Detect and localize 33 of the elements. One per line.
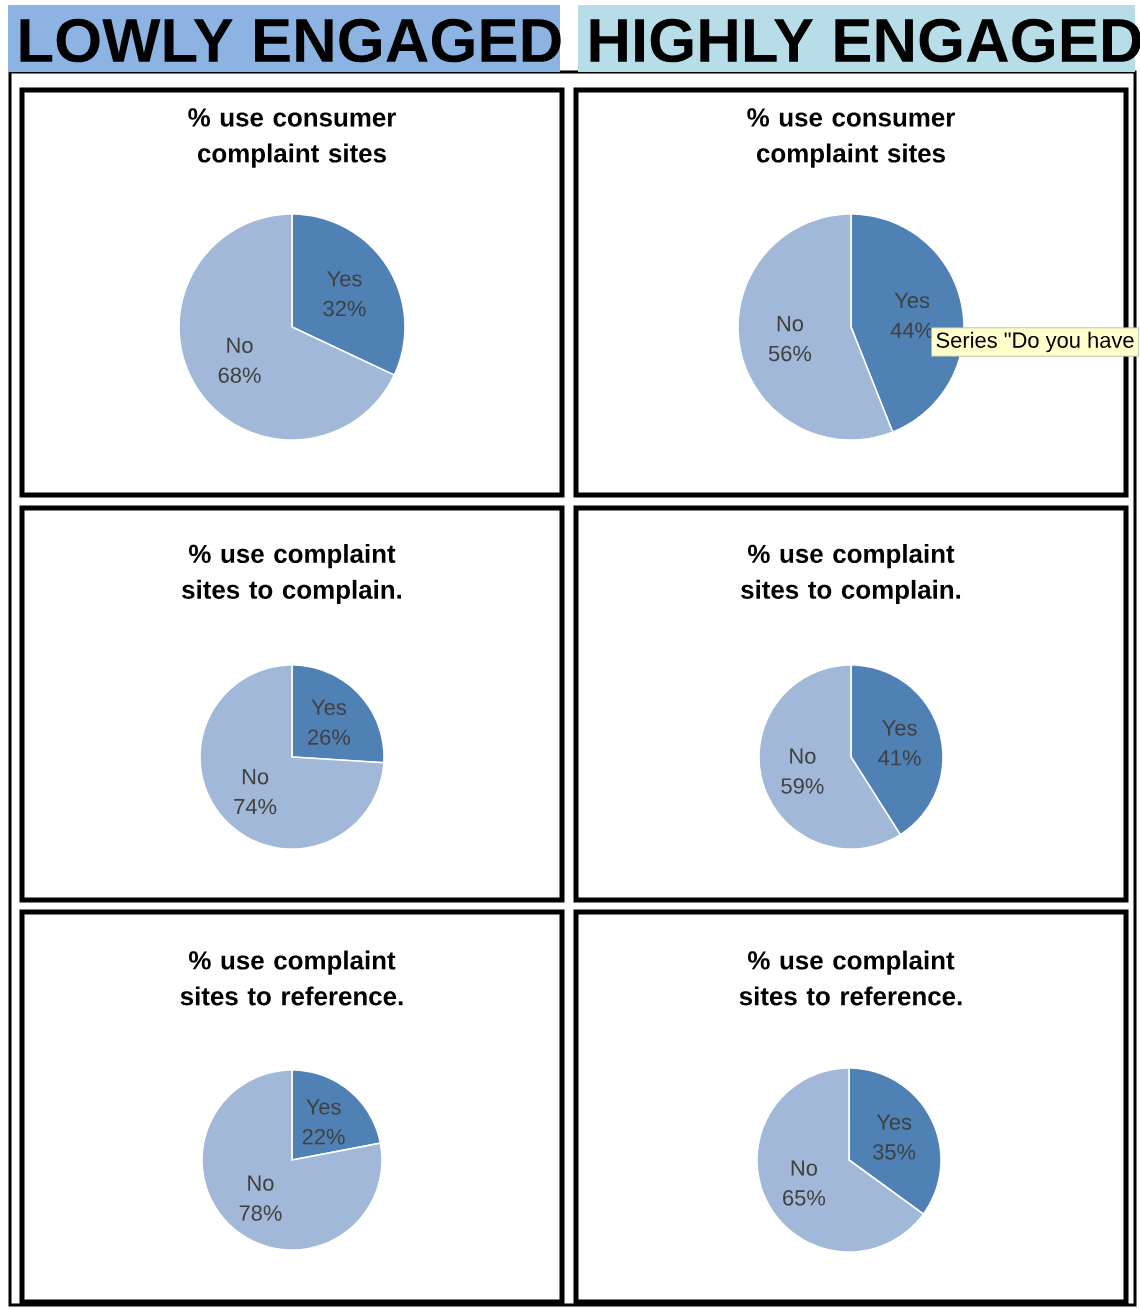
chart-title: % use consumer complaint sites (747, 108, 955, 168)
data-label: 32% (323, 300, 366, 317)
slice-label: No (227, 337, 253, 354)
chart-title: % use complaint sites to complain. (182, 543, 402, 605)
slice-label: Yes (876, 1114, 912, 1130)
data-label: 56% (768, 345, 812, 362)
data-label: 22% (302, 1129, 345, 1145)
data-label: 59% (781, 778, 824, 794)
slice-label: Yes (306, 1099, 341, 1115)
text: LOWLY ENGAGED (20, 18, 561, 63)
slice-label: No (790, 748, 816, 764)
data-label: 44% (890, 322, 934, 338)
chart-title: % use complaint sites to reference. (739, 950, 962, 1006)
text: HIGHLY ENGAGED (590, 18, 1140, 63)
data-label: 26% (308, 729, 351, 745)
chart-title: % use complaint sites to complain. (741, 543, 961, 605)
text: Series "Do you have (936, 331, 1134, 353)
slice-label: No (791, 1160, 817, 1176)
data-label: 65% (783, 1190, 826, 1206)
data-label: 74% (234, 798, 277, 815)
data-label: 78% (239, 1205, 282, 1221)
data-label: 41% (878, 750, 921, 766)
slice-label: Yes (311, 699, 346, 716)
data-label: 35% (873, 1144, 916, 1160)
slice-label: No (777, 316, 804, 332)
slice-label: No (242, 769, 269, 785)
slice-label: Yes (327, 271, 362, 287)
chart-title: % use consumer complaint sites (188, 108, 396, 168)
data-label: 68% (218, 367, 261, 383)
slice-label: No (248, 1175, 274, 1191)
chart-title: % use complaint sites to reference. (180, 950, 403, 1006)
slice-label: Yes (894, 292, 930, 309)
slice-label: Yes (882, 720, 917, 736)
